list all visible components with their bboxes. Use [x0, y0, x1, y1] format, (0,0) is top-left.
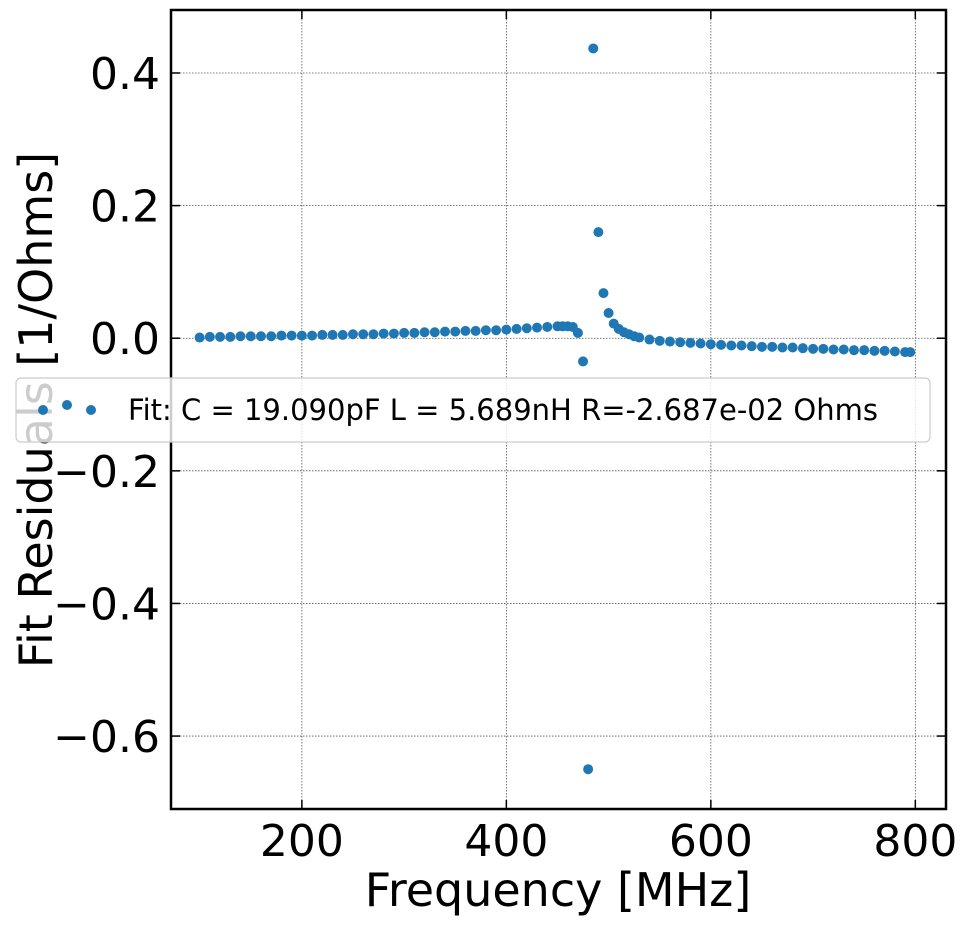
x-tick-labels: 200 400 600 800 [260, 816, 957, 867]
data-point [204, 331, 215, 342]
y-tick-label: −0.2 [53, 447, 160, 498]
data-point [307, 330, 318, 341]
y-tick-labels: −0.6 −0.4 −0.2 0.0 0.2 0.4 [53, 49, 160, 763]
data-point [828, 344, 839, 355]
data-point [685, 337, 696, 348]
data-point [905, 347, 916, 358]
data-point [756, 341, 767, 352]
data-point [777, 342, 788, 353]
data-point [255, 331, 266, 342]
data-point [460, 325, 471, 336]
data-point [634, 332, 645, 343]
data-point [532, 322, 543, 333]
data-point [705, 339, 716, 350]
x-tick-label: 400 [464, 816, 548, 867]
data-point [225, 331, 236, 342]
data-point [598, 288, 609, 299]
data-point [593, 227, 604, 238]
legend: Fit: C = 19.090pF L = 5.689nH R=-2.687e-… [15, 377, 931, 443]
data-point [388, 328, 399, 339]
data-point [889, 346, 900, 357]
y-tick-label: 0.4 [90, 49, 160, 100]
data-point [797, 343, 808, 354]
data-point [869, 345, 880, 356]
data-point [327, 329, 338, 340]
data-point [347, 329, 358, 340]
x-tick-label: 200 [260, 816, 344, 867]
legend-marker [62, 400, 72, 410]
x-tick-label: 800 [873, 816, 957, 867]
data-point [578, 356, 589, 367]
data-point [859, 345, 870, 356]
data-point [511, 323, 522, 334]
legend-marker [86, 405, 96, 415]
data-point [695, 338, 706, 349]
data-point [521, 323, 532, 334]
data-point [470, 325, 481, 336]
data-point [276, 330, 287, 341]
data-point [235, 331, 246, 342]
data-point [337, 329, 348, 340]
y-tick-label: −0.6 [53, 712, 160, 763]
data-point [726, 340, 737, 351]
data-point [399, 327, 410, 338]
data-point [286, 330, 297, 341]
data-point [542, 321, 553, 332]
data-point [501, 324, 512, 335]
data-point [588, 43, 599, 54]
y-tick-label: −0.4 [53, 579, 160, 630]
data-point [358, 329, 369, 340]
legend-box [15, 377, 931, 443]
data-point [194, 332, 205, 343]
legend-marker [38, 405, 48, 415]
data-point [491, 325, 502, 336]
data-point [378, 328, 389, 339]
data-point [787, 342, 798, 353]
data-point [736, 340, 747, 351]
data-point [654, 335, 665, 346]
data-point [440, 326, 451, 337]
data-point [879, 345, 890, 356]
data-point [572, 327, 583, 338]
data-point [848, 345, 859, 356]
data-point [480, 325, 491, 336]
data-point [818, 343, 829, 354]
data-point [583, 764, 594, 775]
data-point [419, 327, 430, 338]
data-point [450, 326, 461, 337]
data-point [296, 330, 307, 341]
data-point [215, 331, 226, 342]
data-point [716, 339, 727, 350]
data-point [266, 331, 277, 342]
data-point [245, 331, 256, 342]
data-point [409, 327, 420, 338]
legend-entry-label: Fit: C = 19.090pF L = 5.689nH R=-2.687e-… [128, 393, 878, 427]
axis-ticks [171, 10, 946, 809]
x-tick-label: 600 [669, 816, 753, 867]
data-point [644, 334, 655, 345]
data-point [808, 343, 819, 354]
data-point [675, 337, 686, 348]
data-point [746, 341, 757, 352]
data-point [368, 329, 379, 340]
data-point [838, 344, 849, 355]
data-point [429, 327, 440, 338]
data-points [194, 43, 916, 775]
y-tick-label: 0.2 [90, 182, 160, 233]
data-point [767, 341, 778, 352]
data-point [603, 308, 614, 319]
x-axis-label: Frequency [MHz] [365, 863, 752, 917]
y-tick-label: 0.0 [90, 314, 160, 365]
data-point [317, 329, 328, 340]
data-point [664, 336, 675, 347]
